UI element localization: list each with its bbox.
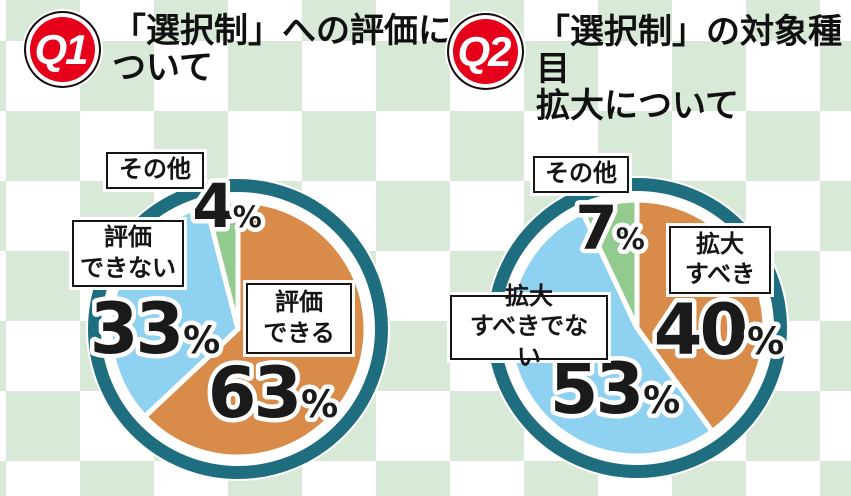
q2-badge: Q2 bbox=[447, 13, 524, 90]
pie-slice-2 bbox=[203, 198, 241, 332]
q1-label-other: その他 bbox=[106, 152, 204, 189]
q2-value-other: 7% bbox=[575, 193, 645, 264]
q2-pie-chart: 7% 40% 53% bbox=[485, 176, 789, 480]
q2-label-other: その他 bbox=[533, 156, 629, 193]
q1-badge-label: Q1 bbox=[34, 25, 88, 73]
q1-label-approve: 評価 できる bbox=[246, 283, 352, 354]
q2-label-should-not-expand: 拡大 すべきでない bbox=[450, 283, 608, 371]
q1-value-approve: 63% bbox=[208, 352, 339, 434]
q2-label-should-expand: 拡大 すべき bbox=[669, 226, 771, 294]
q2-badge-label: Q2 bbox=[457, 27, 511, 75]
q1-badge: Q1 bbox=[24, 11, 101, 88]
pie-slice-2 bbox=[580, 197, 640, 331]
q1-value-cannot-approve: 33% bbox=[90, 288, 221, 370]
q1-title: 「選択制」への評価に ついて bbox=[112, 12, 452, 88]
q2-value-should-expand: 40% bbox=[654, 289, 785, 371]
q2-pie-slices bbox=[506, 197, 768, 459]
q1-label-cannot-approve: 評価 できない bbox=[72, 220, 184, 287]
pie-slice-1 bbox=[506, 209, 715, 459]
q2-title: 「選択制」の対象種目 拡大について bbox=[536, 13, 842, 126]
